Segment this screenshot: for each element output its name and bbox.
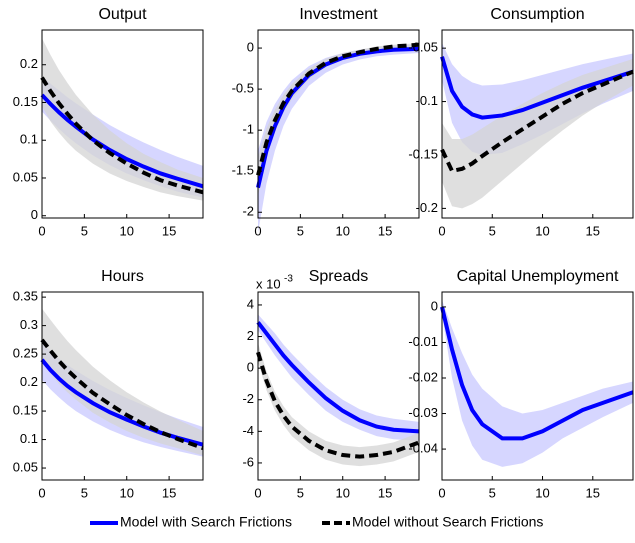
- y-tick-label: -0.1: [416, 93, 438, 108]
- x-tick-label: 10: [336, 485, 350, 500]
- x-tick-label: 0: [38, 485, 45, 500]
- chart-title: Output: [98, 6, 147, 23]
- y-tick-label: 0.15: [13, 403, 38, 418]
- x-tick-label: 5: [489, 223, 496, 238]
- series-line: [256, 46, 420, 189]
- chart-title: Investment: [299, 6, 378, 23]
- x-tick-label: 10: [336, 223, 350, 238]
- y-tick-label: -0.15: [408, 146, 438, 161]
- confidence-band: [258, 342, 419, 467]
- y-tick-label: 0.2: [20, 56, 38, 71]
- chart-title: Spreads: [309, 268, 369, 285]
- x-tick-label: 15: [586, 223, 600, 238]
- series-line: [440, 69, 634, 174]
- axes-box: [257, 29, 420, 219]
- confidence-band: [42, 308, 203, 456]
- axis-exponent: -3: [284, 274, 293, 285]
- x-tick-label: 10: [120, 485, 134, 500]
- x-tick-label: 5: [297, 223, 304, 238]
- chart-title: Capital Unemployment: [457, 268, 619, 285]
- y-tick-label: 0.2: [20, 374, 38, 389]
- x-tick-label: 10: [535, 485, 549, 500]
- x-tick-label: 0: [254, 485, 261, 500]
- y-tick-label: 0.25: [13, 346, 38, 361]
- axes-box: [41, 291, 204, 481]
- y-tick-label: -0.03: [408, 405, 438, 420]
- x-tick-label: 15: [162, 223, 176, 238]
- axes-box: [441, 29, 634, 219]
- y-tick-label: 0: [247, 39, 254, 54]
- axis-multiplier: x 10: [256, 276, 281, 291]
- y-tick-label: -0.01: [408, 334, 438, 349]
- y-tick-label: 0.05: [13, 459, 38, 474]
- confidence-band: [442, 58, 633, 209]
- y-tick-label: 4: [247, 296, 254, 311]
- y-tick-label: 0.05: [13, 169, 38, 184]
- axes-box: [441, 291, 634, 481]
- legend-label: Model with Search Frictions: [120, 514, 292, 530]
- axes-box: [41, 29, 204, 219]
- confidence-band: [442, 299, 633, 467]
- y-tick-label: -2: [242, 204, 254, 219]
- x-tick-label: 15: [586, 485, 600, 500]
- legend-label: Model without Search Frictions: [352, 514, 543, 530]
- y-tick-label: 0: [31, 207, 38, 222]
- y-tick-label: -0.05: [408, 40, 438, 55]
- y-tick-label: 0: [431, 298, 438, 313]
- series-line: [40, 76, 204, 195]
- y-tick-label: 0.15: [13, 94, 38, 109]
- x-tick-label: 5: [81, 223, 88, 238]
- y-tick-label: 0: [247, 360, 254, 375]
- y-tick-label: -0.2: [416, 200, 438, 215]
- x-tick-label: 5: [81, 485, 88, 500]
- y-tick-label: -0.02: [408, 369, 438, 384]
- x-tick-label: 0: [38, 223, 45, 238]
- x-tick-label: 15: [378, 485, 392, 500]
- series-line: [440, 56, 634, 120]
- y-tick-label: 0.35: [13, 289, 38, 304]
- y-tick-label: -1.5: [232, 163, 254, 178]
- x-tick-label: 10: [120, 223, 134, 238]
- y-tick-label: 0.3: [20, 317, 38, 332]
- y-tick-label: -2: [242, 391, 254, 406]
- chart-title: Hours: [101, 268, 144, 285]
- y-tick-label: 0.1: [20, 431, 38, 446]
- axes-box: [257, 291, 420, 481]
- series-line: [256, 321, 420, 434]
- x-tick-label: 0: [254, 223, 261, 238]
- x-tick-label: 5: [297, 485, 304, 500]
- y-tick-label: -1: [242, 122, 254, 137]
- y-tick-label: -4: [242, 423, 254, 438]
- x-tick-label: 15: [162, 485, 176, 500]
- y-tick-label: 0.1: [20, 132, 38, 147]
- x-tick-label: 5: [489, 485, 496, 500]
- y-tick-label: 2: [247, 328, 254, 343]
- y-tick-label: -0.04: [408, 441, 438, 456]
- x-tick-label: 10: [535, 223, 549, 238]
- y-tick-label: -6: [242, 454, 254, 469]
- confidence-band: [42, 38, 203, 201]
- x-tick-label: 15: [378, 223, 392, 238]
- series-line: [256, 351, 420, 459]
- x-tick-label: 0: [438, 485, 445, 500]
- confidence-band: [258, 314, 419, 441]
- chart-title: Consumption: [490, 6, 584, 23]
- y-tick-label: -0.5: [232, 81, 254, 96]
- series-line: [40, 338, 204, 450]
- confidence-band: [258, 43, 419, 196]
- series-line: [440, 306, 634, 441]
- x-tick-label: 0: [438, 223, 445, 238]
- confidence-band: [258, 44, 419, 233]
